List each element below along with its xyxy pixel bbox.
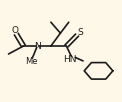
Text: Me: Me bbox=[25, 57, 37, 66]
Text: HN: HN bbox=[63, 55, 77, 64]
Text: N: N bbox=[34, 42, 41, 51]
Text: O: O bbox=[11, 26, 18, 35]
Text: S: S bbox=[77, 28, 83, 37]
